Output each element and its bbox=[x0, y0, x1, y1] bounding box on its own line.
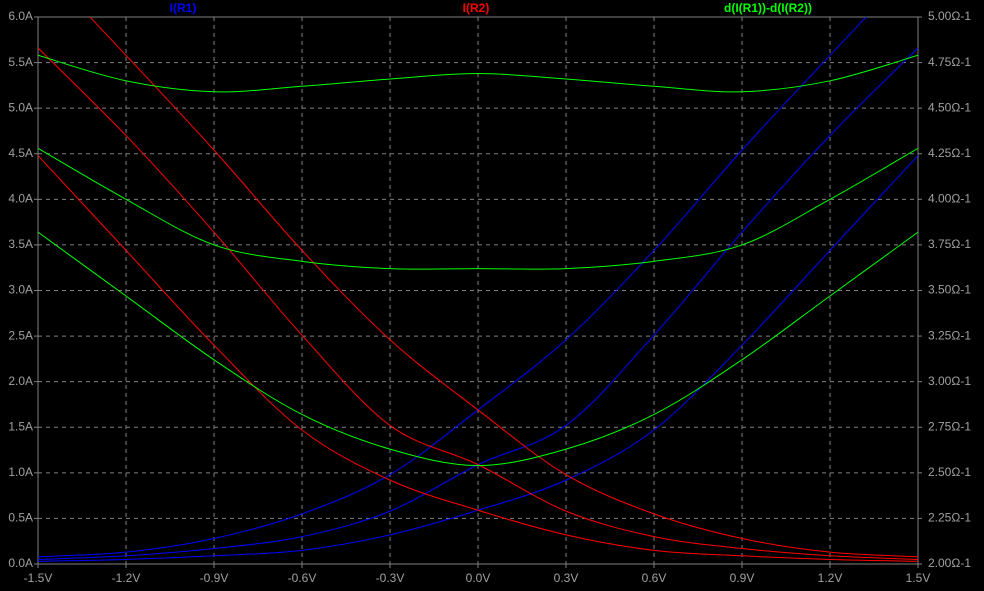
y-tick-label: 6.0A bbox=[8, 9, 33, 23]
y2-tick-label: 2.50Ω-1 bbox=[928, 465, 971, 479]
y2-tick-label: 3.75Ω-1 bbox=[928, 237, 971, 251]
y-tick-label: 1.5A bbox=[8, 419, 33, 433]
series-line bbox=[38, 147, 918, 270]
x-tick-label: -0.3V bbox=[376, 571, 405, 585]
series-line bbox=[38, 17, 867, 558]
x-tick-label: 1.5V bbox=[906, 571, 931, 585]
x-tick-label: 0.3V bbox=[554, 571, 579, 585]
series-line bbox=[38, 54, 918, 93]
x-tick-label: 1.2V bbox=[818, 571, 843, 585]
y-tick-label: 0.5A bbox=[8, 511, 33, 525]
y2-tick-label: 4.75Ω-1 bbox=[928, 55, 971, 69]
y-tick-label: 0.0A bbox=[8, 556, 33, 570]
y-tick-label: 4.5A bbox=[8, 146, 33, 160]
y-tick-label: 3.5A bbox=[8, 237, 33, 251]
plot-area bbox=[38, 17, 918, 562]
x-tick-label: 0.9V bbox=[730, 571, 755, 585]
y2-tick-label: 3.50Ω-1 bbox=[928, 283, 971, 297]
y-tick-label: 1.0A bbox=[8, 465, 33, 479]
series-line bbox=[38, 231, 918, 467]
series-line bbox=[38, 47, 918, 560]
x-tick-label: 0.0V bbox=[466, 571, 491, 585]
x-tick-label: -1.2V bbox=[112, 571, 141, 585]
y-tick-label: 2.5A bbox=[8, 328, 33, 342]
y2-tick-label: 5.00Ω-1 bbox=[928, 9, 971, 23]
y2-tick-label: 3.25Ω-1 bbox=[928, 328, 971, 342]
y2-tick-label: 4.25Ω-1 bbox=[928, 146, 971, 160]
x-tick-label: -0.9V bbox=[200, 571, 229, 585]
y-tick-label: 2.0A bbox=[8, 374, 33, 388]
legend-entry: I(R2) bbox=[463, 1, 490, 15]
x-tick-label: 0.6V bbox=[642, 571, 667, 585]
series-line bbox=[38, 155, 918, 562]
y-tick-label: 4.0A bbox=[8, 192, 33, 206]
series-line bbox=[38, 47, 918, 560]
series-line bbox=[89, 17, 918, 558]
legend-entry: I(R1) bbox=[170, 1, 197, 15]
y-tick-label: 3.0A bbox=[8, 283, 33, 297]
y2-tick-label: 4.00Ω-1 bbox=[928, 192, 971, 206]
y-tick-label: 5.0A bbox=[8, 100, 33, 114]
y2-tick-label: 3.00Ω-1 bbox=[928, 374, 971, 388]
y2-tick-label: 2.75Ω-1 bbox=[928, 419, 971, 433]
y-tick-label: 5.5A bbox=[8, 55, 33, 69]
y2-tick-label: 4.50Ω-1 bbox=[928, 100, 971, 114]
x-tick-label: -1.5V bbox=[24, 571, 53, 585]
y2-tick-label: 2.25Ω-1 bbox=[928, 511, 971, 525]
y2-tick-label: 2.00Ω-1 bbox=[928, 556, 971, 570]
x-tick-label: -0.6V bbox=[288, 571, 317, 585]
legend-entry: d(I(R1))-d(I(R2)) bbox=[724, 1, 812, 15]
series-line bbox=[38, 155, 918, 562]
